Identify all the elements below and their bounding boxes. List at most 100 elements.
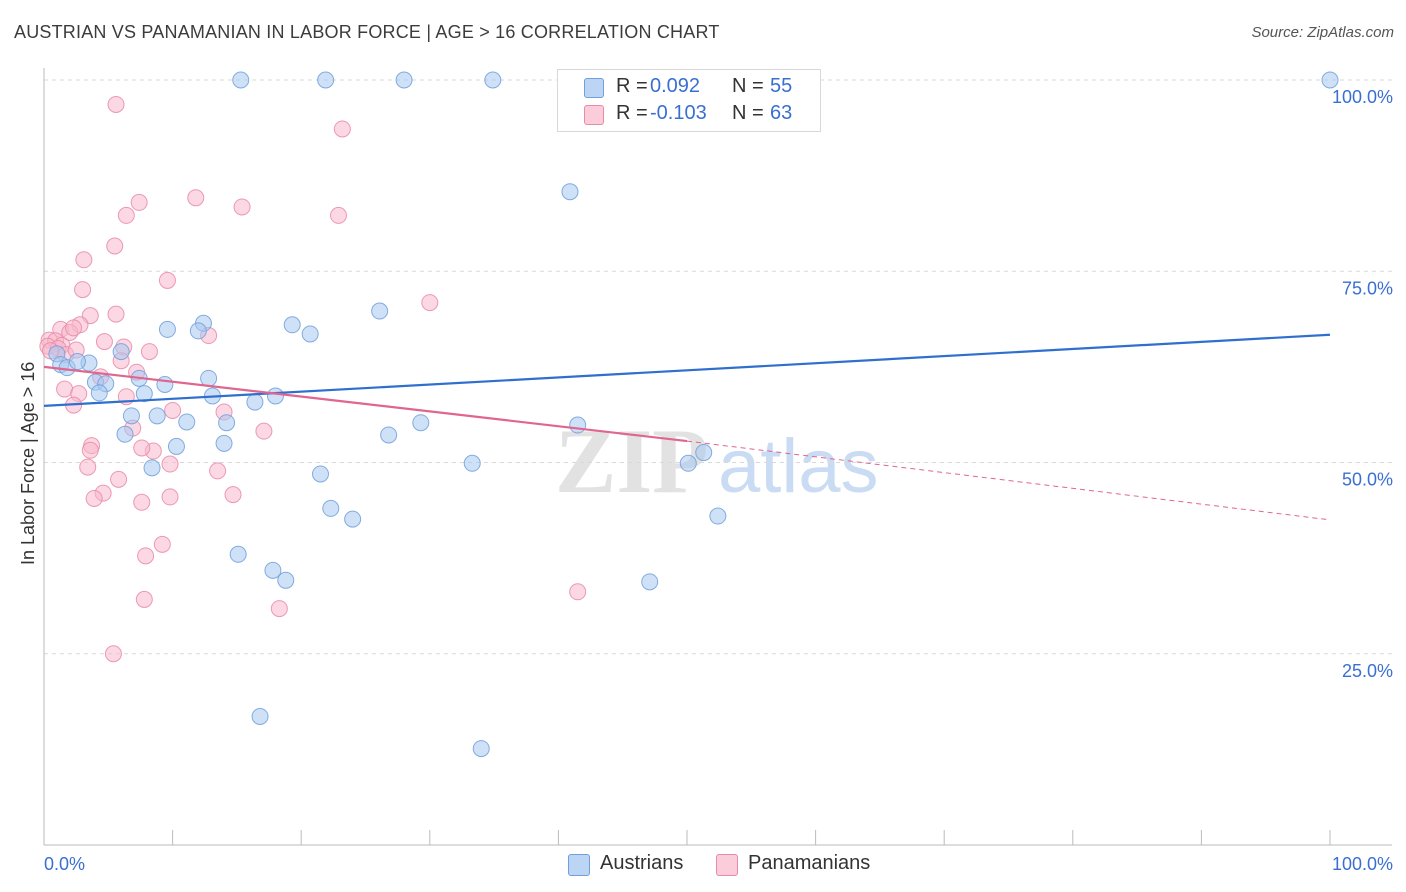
austrians-trend-line <box>43 333 1331 407</box>
panamanian-point <box>270 600 288 618</box>
y-tick-label: 50.0% <box>1342 470 1393 490</box>
austrian-point <box>215 434 233 452</box>
austrians-swatch <box>568 854 590 876</box>
austrian-point <box>246 393 264 411</box>
panamanian-point <box>329 206 347 224</box>
austrian-point <box>116 425 134 443</box>
austrian-point <box>679 454 697 472</box>
watermark-atlas: atlas <box>718 424 879 509</box>
panamanian-point <box>130 193 148 211</box>
austrian-point <box>143 459 161 477</box>
austrian-point <box>1321 71 1339 89</box>
panamanians-swatch <box>584 105 604 125</box>
panamanian-point <box>107 305 125 323</box>
austrian-point <box>200 369 218 387</box>
panamanian-point <box>209 462 227 480</box>
panamanian-point <box>161 455 179 473</box>
austrian-point <box>322 499 340 517</box>
austrian-point <box>264 561 282 579</box>
austrian-point <box>301 325 319 343</box>
panamanian-point <box>106 237 124 255</box>
austrian-point <box>266 387 284 405</box>
austrian-point <box>232 71 250 89</box>
panamanian-point <box>56 380 74 398</box>
austrian-point <box>641 573 659 591</box>
y-axis-label: In Labor Force | Age > 16 <box>18 361 38 565</box>
panamanian-point <box>65 319 83 337</box>
austrian-point <box>229 545 247 563</box>
austrian-point <box>695 444 713 462</box>
austrian-point <box>218 414 236 432</box>
austrian-point <box>484 71 502 89</box>
r-value: -0.103 <box>650 102 707 124</box>
chart-title: AUSTRIAN VS PANAMANIAN IN LABOR FORCE | … <box>14 22 720 42</box>
austrian-point <box>122 407 140 425</box>
austrian-point <box>412 414 430 432</box>
panamanian-point <box>74 281 92 299</box>
panamanian-point <box>133 493 151 511</box>
panamanian-point <box>255 422 273 440</box>
panamanian-point <box>81 441 99 459</box>
austrian-point <box>68 353 86 371</box>
austrian-point <box>311 465 329 483</box>
n-label: N = <box>732 102 764 124</box>
panamanian-point <box>104 645 122 663</box>
panamanians-swatch <box>716 854 738 876</box>
r-value: 0.092 <box>650 75 701 97</box>
r-label: R = <box>616 102 648 124</box>
r-label: R = <box>616 75 648 97</box>
austrian-point <box>251 707 269 725</box>
austrian-point <box>283 316 301 334</box>
austrian-point <box>472 740 490 758</box>
panamanian-point <box>75 251 93 269</box>
austrian-point <box>148 407 166 425</box>
panamanian-point <box>140 343 158 361</box>
n-value: 63 <box>770 102 793 124</box>
panamanian-point <box>153 535 171 553</box>
panamanian-point <box>161 488 179 506</box>
panamanian-point <box>233 198 251 216</box>
panamanian-point <box>135 590 153 608</box>
chart-source: Source: ZipAtlas.com <box>1251 24 1394 41</box>
austrian-point <box>317 71 335 89</box>
austrian-point <box>90 384 108 402</box>
austrian-point <box>380 426 398 444</box>
austrian-point <box>463 454 481 472</box>
austrians-label: Austrians <box>600 852 684 874</box>
austrian-point <box>561 183 579 201</box>
panamanian-point <box>137 547 155 565</box>
austrian-point <box>709 507 727 525</box>
austrian-point <box>178 413 196 431</box>
panamanian-point <box>79 458 97 476</box>
austrian-point <box>569 416 587 434</box>
panamanian-point <box>95 333 113 351</box>
panamanians-trend-line <box>43 365 688 443</box>
y-tick-label: 25.0% <box>1342 661 1393 681</box>
n-value: 55 <box>770 75 793 97</box>
panamanian-point <box>110 470 128 488</box>
austrian-point <box>395 71 413 89</box>
austrian-point <box>158 320 176 338</box>
panamanian-point <box>133 439 151 457</box>
panamanian-point <box>85 489 103 507</box>
y-tick-label: 100.0% <box>1332 87 1393 107</box>
x-tick-label: 0.0% <box>44 854 85 874</box>
panamanian-point <box>158 271 176 289</box>
panamanian-point <box>164 401 182 419</box>
panamanian-point <box>333 120 351 138</box>
austrian-point <box>371 302 389 320</box>
panamanian-point <box>117 206 135 224</box>
panamanian-point <box>421 294 439 312</box>
austrian-point <box>277 571 295 589</box>
austrian-point <box>167 437 185 455</box>
n-label: N = <box>732 75 764 97</box>
y-tick-label: 75.0% <box>1342 278 1393 298</box>
panamanian-point <box>107 95 125 113</box>
austrians-swatch <box>584 78 604 98</box>
panamanians-label: Panamanians <box>748 852 871 874</box>
austrian-point <box>135 385 153 403</box>
correlation-legend: R = 0.092 N = 55 R = -0.103 N = 63 <box>557 69 821 132</box>
austrian-point <box>156 375 174 393</box>
austrian-point <box>189 322 207 340</box>
